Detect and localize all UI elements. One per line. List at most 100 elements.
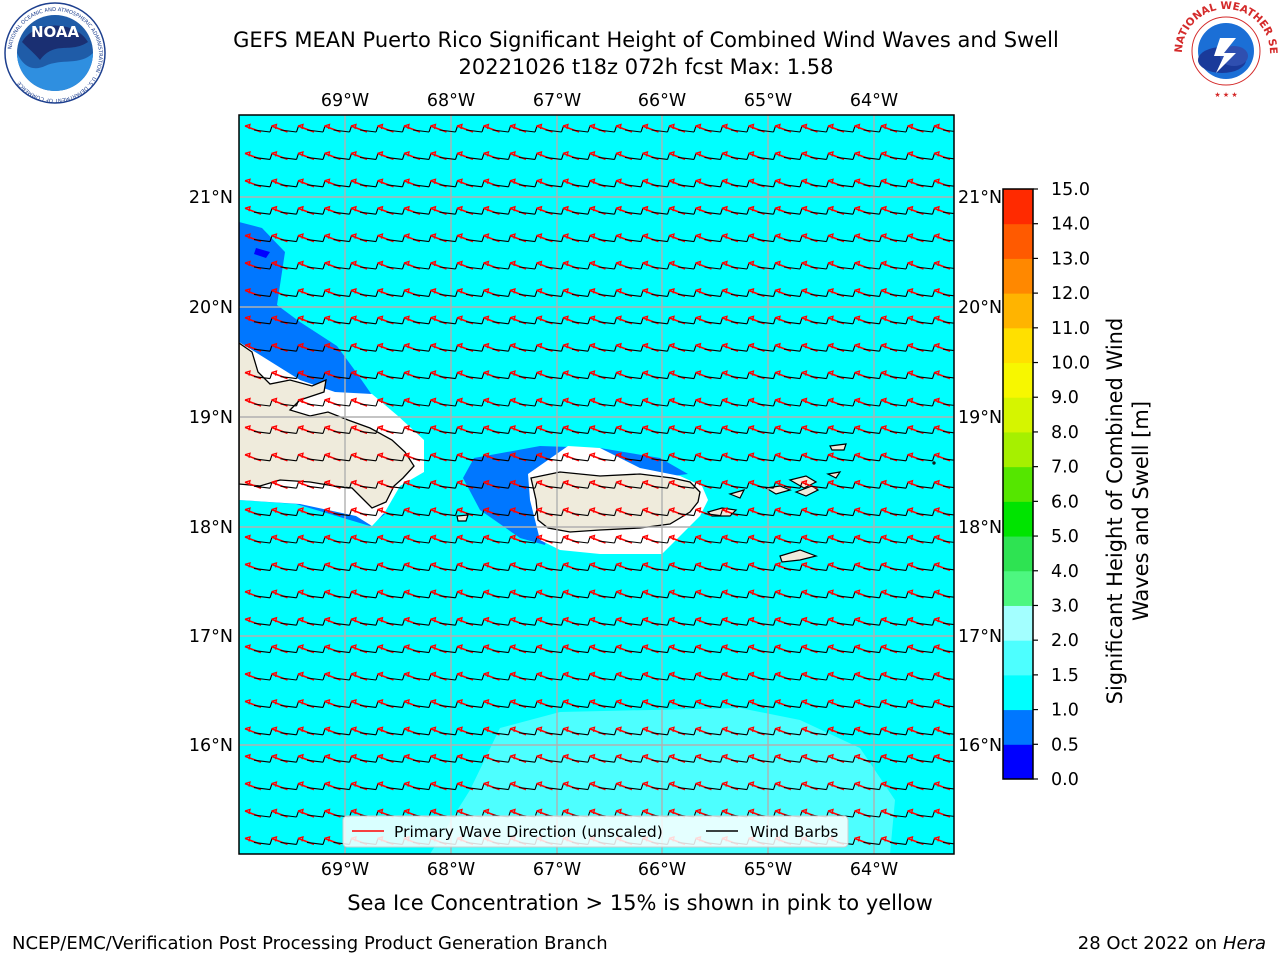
wave-arrowhead xyxy=(244,589,251,595)
wind-barb xyxy=(306,677,324,681)
wind-barb-flag xyxy=(401,153,406,160)
wave-arrowhead xyxy=(377,589,384,595)
wind-barb-flag xyxy=(269,756,273,763)
wind-barb xyxy=(518,348,536,352)
wind-barb xyxy=(306,787,324,791)
wave-arrowhead xyxy=(721,534,728,541)
wind-barb-flag xyxy=(348,646,353,653)
wind-barb-flag xyxy=(481,482,485,489)
wind-barb-flag xyxy=(375,619,379,626)
wind-barb xyxy=(465,513,483,517)
wind-barb xyxy=(253,787,271,791)
wind-barb xyxy=(253,485,271,489)
wind-barb xyxy=(280,376,297,380)
wind-barb-flag xyxy=(613,509,618,516)
wind-barb xyxy=(651,787,668,791)
wave-arrowhead xyxy=(509,287,516,294)
wind-barb xyxy=(651,211,668,215)
wind-barb-flag xyxy=(825,591,830,598)
wind-barb xyxy=(280,239,297,243)
wind-barb xyxy=(492,211,509,215)
wind-barb xyxy=(783,156,801,160)
wind-barb xyxy=(306,759,324,763)
wave-arrowhead xyxy=(642,397,649,404)
colorbar-segment xyxy=(1003,536,1033,572)
wind-barb xyxy=(677,458,695,462)
wind-barb xyxy=(730,732,748,736)
wind-barb xyxy=(465,650,483,654)
wave-arrowhead xyxy=(907,808,914,815)
wind-barb-flag xyxy=(719,701,724,708)
wind-barb-flag xyxy=(269,564,273,571)
colorbar-segment xyxy=(1003,605,1033,641)
wave-arrowhead xyxy=(536,260,543,267)
wave-arrowhead xyxy=(562,233,569,239)
wave-arrowhead xyxy=(854,397,861,404)
wind-barb-flag xyxy=(587,536,591,544)
wind-barb-flag xyxy=(852,345,856,352)
wind-barb xyxy=(942,129,954,132)
wave-arrowhead xyxy=(827,370,834,376)
wave-arrowhead xyxy=(350,150,357,157)
wind-barb xyxy=(916,677,933,681)
wind-barb xyxy=(836,759,854,763)
wind-barb-flag xyxy=(693,180,697,187)
wave-arrowhead xyxy=(430,205,437,212)
wind-barb-flag xyxy=(666,591,671,598)
wind-barb-flag xyxy=(587,290,591,297)
wave-arrowhead xyxy=(297,726,304,732)
wind-barb-flag xyxy=(825,153,830,160)
wave-arrowhead xyxy=(456,370,463,376)
wind-barb xyxy=(677,211,695,215)
wind-barb xyxy=(783,348,801,352)
wind-barb-flag xyxy=(719,646,724,653)
wind-barb-flag xyxy=(666,345,671,352)
wind-barb xyxy=(253,458,271,462)
wind-barb-flag xyxy=(534,317,538,324)
wind-barb xyxy=(306,513,324,517)
wind-barb-flag xyxy=(640,372,644,379)
wave-arrowhead xyxy=(642,424,649,431)
wind-barb-flag xyxy=(322,536,326,544)
wind-barb-flag xyxy=(587,153,591,160)
wave-arrowhead xyxy=(695,808,702,815)
wave-arrowhead xyxy=(509,315,516,321)
wind-barb xyxy=(412,677,430,681)
wave-arrowhead xyxy=(642,287,649,294)
wave-arrowhead xyxy=(430,452,437,458)
wave-arrowhead xyxy=(271,260,278,267)
wind-barb xyxy=(492,787,509,791)
wave-arrowhead xyxy=(695,178,702,184)
wave-arrowhead xyxy=(801,616,808,623)
wind-barb xyxy=(730,211,748,215)
wind-barb xyxy=(889,293,907,297)
wind-barb xyxy=(651,513,668,517)
wave-arrowhead xyxy=(324,452,331,458)
wind-barb-flag xyxy=(852,536,856,544)
wind-barb-flag xyxy=(613,536,618,544)
wind-barb-flag xyxy=(852,427,856,434)
wave-arrowhead xyxy=(668,671,675,678)
wind-barb xyxy=(624,239,642,243)
wind-barb-flag xyxy=(746,317,750,324)
lat-tick-labels-right: 21°N20°N19°N18°N17°N16°N xyxy=(958,188,1002,756)
wind-barb-flag xyxy=(959,510,961,516)
wind-barb-flag xyxy=(640,125,644,133)
wind-barb-flag xyxy=(905,646,909,653)
wind-barb-flag xyxy=(375,208,379,215)
credit-branch: NCEP/EMC/Verification Post Processing Pr… xyxy=(12,933,608,954)
wind-barb xyxy=(730,266,748,270)
wind-barb-flag xyxy=(348,591,353,598)
wind-barb-flag xyxy=(746,673,750,681)
wind-barb-flag xyxy=(640,262,644,270)
wind-barb xyxy=(545,732,562,736)
wave-arrowhead xyxy=(933,671,940,678)
wave-arrowhead xyxy=(456,260,463,267)
wind-barb-flag xyxy=(959,701,961,707)
wind-barb xyxy=(253,239,271,243)
wave-arrowhead xyxy=(801,452,808,458)
wind-barb-flag xyxy=(746,153,750,160)
wind-barb-flag xyxy=(878,756,883,763)
wave-arrowhead xyxy=(854,561,861,568)
wind-barb xyxy=(492,595,509,599)
